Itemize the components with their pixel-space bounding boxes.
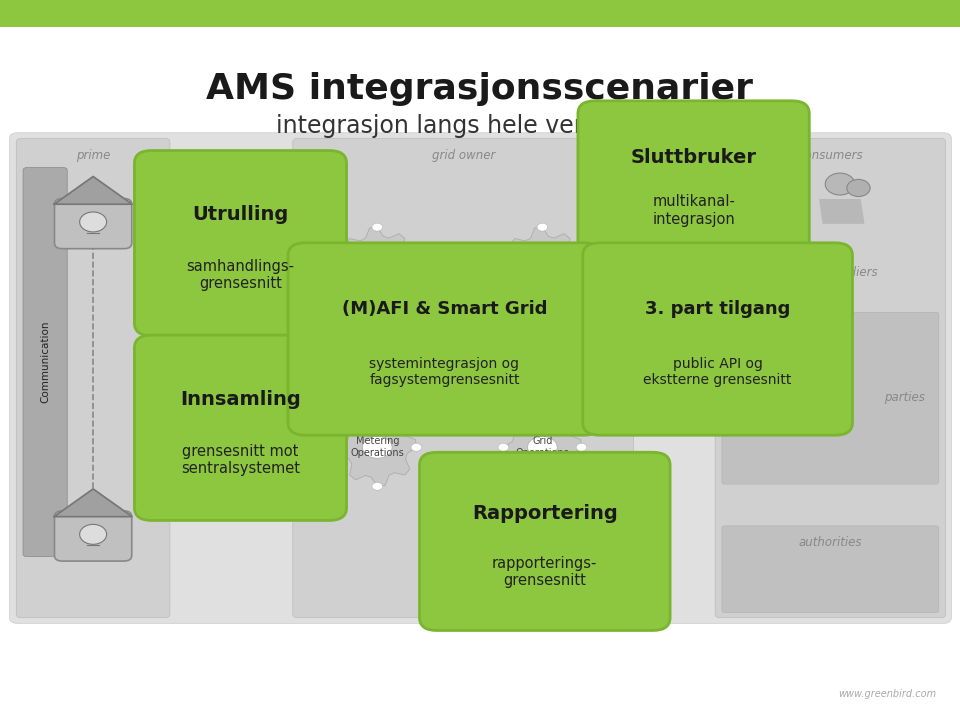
Text: Grid
Operations: Grid Operations bbox=[516, 437, 569, 458]
Polygon shape bbox=[820, 200, 864, 223]
Circle shape bbox=[333, 263, 344, 270]
Circle shape bbox=[498, 443, 509, 452]
Circle shape bbox=[538, 223, 547, 231]
FancyBboxPatch shape bbox=[0, 0, 960, 27]
FancyBboxPatch shape bbox=[134, 335, 347, 520]
Polygon shape bbox=[338, 408, 417, 486]
Text: 3. part tilgang: 3. part tilgang bbox=[645, 300, 790, 318]
Circle shape bbox=[372, 301, 382, 310]
Circle shape bbox=[363, 256, 392, 277]
FancyBboxPatch shape bbox=[16, 138, 170, 618]
Circle shape bbox=[411, 263, 421, 270]
Text: samhandlings-
grensesnitt: samhandlings- grensesnitt bbox=[186, 259, 295, 291]
Text: systemintegrasjon og
fagsystemgrensesnitt: systemintegrasjon og fagsystemgrensesnit… bbox=[370, 357, 519, 388]
Text: power suppliers: power suppliers bbox=[783, 266, 877, 279]
Text: Communication: Communication bbox=[40, 321, 50, 403]
Text: (M)AFI & Smart Grid: (M)AFI & Smart Grid bbox=[342, 300, 547, 318]
Circle shape bbox=[826, 173, 854, 195]
FancyBboxPatch shape bbox=[55, 511, 132, 561]
Circle shape bbox=[528, 256, 557, 277]
FancyBboxPatch shape bbox=[715, 138, 946, 618]
Text: Business
Operations: Business Operations bbox=[516, 256, 569, 277]
Circle shape bbox=[538, 301, 547, 310]
Text: Utrulling: Utrulling bbox=[192, 205, 289, 224]
Polygon shape bbox=[54, 489, 132, 517]
Text: Sluttbruker: Sluttbruker bbox=[631, 148, 756, 168]
Text: Innsamling: Innsamling bbox=[180, 390, 300, 408]
Text: www.greenbird.com: www.greenbird.com bbox=[838, 689, 936, 699]
Text: grid owner: grid owner bbox=[432, 149, 495, 162]
FancyBboxPatch shape bbox=[55, 199, 132, 248]
FancyBboxPatch shape bbox=[578, 101, 809, 265]
Text: Metering
Rollout: Metering Rollout bbox=[355, 256, 399, 277]
Circle shape bbox=[372, 483, 382, 490]
FancyBboxPatch shape bbox=[420, 452, 670, 630]
Text: grensesnitt mot
sentralsystemet: grensesnitt mot sentralsystemet bbox=[181, 444, 300, 476]
Text: consumers: consumers bbox=[798, 149, 863, 162]
Circle shape bbox=[411, 443, 421, 452]
Polygon shape bbox=[54, 177, 132, 204]
Circle shape bbox=[80, 212, 107, 232]
FancyBboxPatch shape bbox=[134, 151, 347, 336]
Circle shape bbox=[333, 443, 344, 452]
Text: rapporterings-
grensesnitt: rapporterings- grensesnitt bbox=[492, 556, 597, 588]
Text: public API og
ekstterne grensesnitt: public API og ekstterne grensesnitt bbox=[643, 357, 792, 388]
FancyBboxPatch shape bbox=[722, 526, 939, 613]
Text: multikanal-
integrasjon: multikanal- integrasjon bbox=[652, 195, 735, 226]
Circle shape bbox=[538, 483, 547, 490]
Circle shape bbox=[538, 405, 547, 412]
Polygon shape bbox=[503, 408, 582, 486]
Text: parties: parties bbox=[884, 391, 924, 403]
Text: integrasjon langs hele verdikjeden: integrasjon langs hele verdikjeden bbox=[276, 114, 684, 138]
Polygon shape bbox=[338, 227, 417, 305]
Circle shape bbox=[372, 405, 382, 412]
FancyBboxPatch shape bbox=[293, 138, 634, 618]
FancyBboxPatch shape bbox=[23, 168, 67, 557]
Text: Rapportering: Rapportering bbox=[472, 504, 617, 523]
Circle shape bbox=[372, 223, 382, 231]
Circle shape bbox=[576, 263, 587, 270]
Circle shape bbox=[528, 437, 557, 458]
Circle shape bbox=[80, 525, 107, 545]
FancyBboxPatch shape bbox=[10, 133, 951, 623]
FancyBboxPatch shape bbox=[722, 312, 939, 484]
Text: Metering
Operations: Metering Operations bbox=[350, 437, 404, 458]
Text: AMS integrasjonsscenarier: AMS integrasjonsscenarier bbox=[206, 72, 754, 106]
FancyBboxPatch shape bbox=[288, 243, 601, 435]
FancyBboxPatch shape bbox=[583, 243, 852, 435]
Text: prime: prime bbox=[76, 149, 110, 162]
Polygon shape bbox=[503, 227, 582, 305]
Text: authorities: authorities bbox=[799, 536, 862, 549]
Circle shape bbox=[576, 443, 587, 452]
Circle shape bbox=[847, 180, 870, 197]
Circle shape bbox=[363, 437, 392, 458]
Circle shape bbox=[498, 263, 509, 270]
